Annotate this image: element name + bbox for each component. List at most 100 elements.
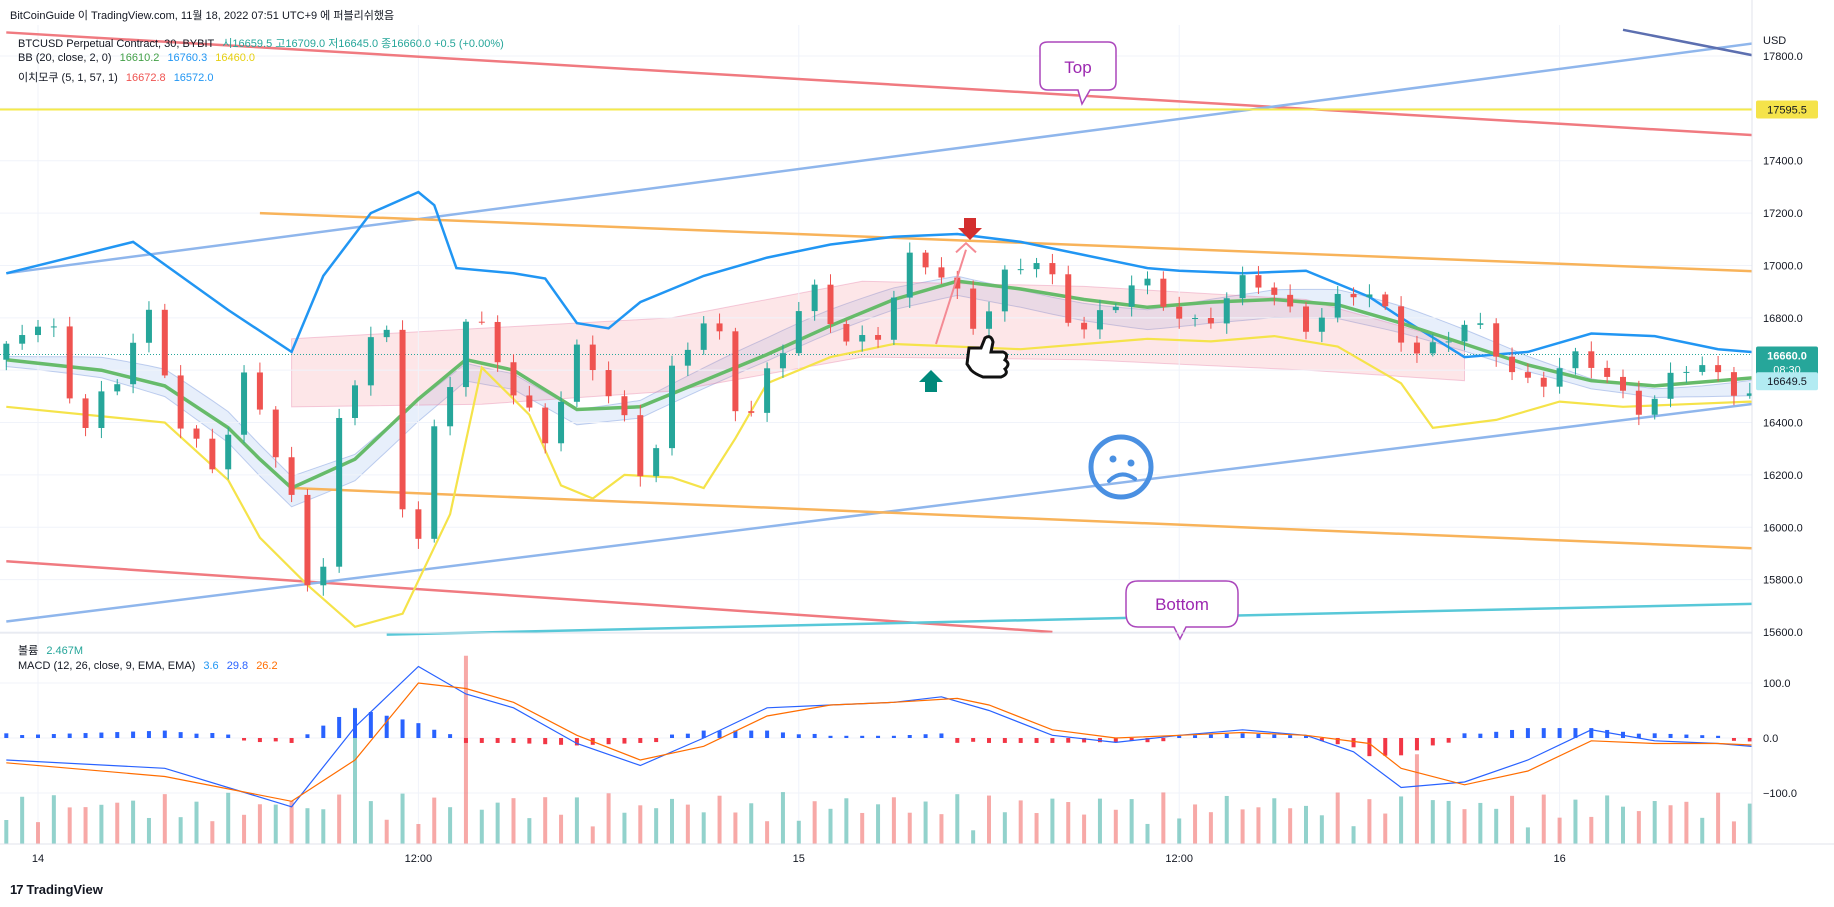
macd-hist-bar: [321, 725, 326, 738]
macd-signal-value: 26.2: [256, 660, 278, 672]
candle-body: [1049, 263, 1056, 275]
ichimoku-legend[interactable]: 이치모쿠 (5, 1, 57, 1) 16672.8 16572.0: [18, 69, 218, 85]
macd-hist-bar: [1351, 738, 1356, 748]
macd-hist-bar: [1240, 733, 1245, 738]
trendline: [259, 211, 1834, 276]
candle-body: [637, 415, 644, 477]
volume-bar: [622, 812, 627, 844]
candle-body: [906, 252, 913, 298]
bb-legend[interactable]: BB (20, close, 2, 0) 16610.2 16760.3 164…: [18, 52, 260, 64]
macd-hist-bar: [1731, 738, 1736, 741]
candle-body: [98, 391, 105, 428]
candle-body: [1588, 351, 1595, 368]
macd-hist-bar: [99, 732, 104, 738]
macd-hist-bar: [1208, 734, 1213, 738]
volume-bar: [1256, 807, 1261, 844]
volume-bar: [1193, 804, 1198, 844]
volume-bar: [1652, 801, 1657, 844]
volume-bar: [907, 812, 912, 844]
macd-hist-bar: [1129, 738, 1134, 741]
candle-body: [1271, 287, 1278, 295]
candle-body: [1509, 356, 1516, 373]
volume-bar: [495, 802, 500, 844]
brand[interactable]: 17 TradingView: [10, 882, 103, 897]
candle-body: [1730, 372, 1737, 396]
volume-bar: [796, 820, 801, 844]
volume-bar: [162, 794, 167, 844]
macd-hist-bar: [1177, 735, 1182, 738]
volume-bar: [939, 814, 944, 844]
candle-body: [748, 411, 755, 413]
candle-body: [130, 342, 137, 385]
time-tick-label: 12:00: [405, 853, 433, 865]
trendline: [291, 486, 1834, 553]
macd-hist-bar: [1684, 734, 1689, 738]
macd-tick-label: 100.0: [1763, 678, 1791, 690]
candle-body: [50, 326, 57, 328]
trendline: [6, 31, 1834, 142]
candle-body: [19, 335, 26, 344]
volume-bar: [733, 812, 738, 844]
buy-arrow-icon: [919, 370, 943, 392]
macd-hist-bar: [146, 731, 151, 738]
macd-hist-bar: [1383, 738, 1388, 756]
macd-legend[interactable]: MACD (12, 26, close, 9, EMA, EMA) 3.6 29…: [18, 660, 283, 672]
macd-hist-bar: [20, 735, 25, 738]
volume-bar: [384, 819, 389, 844]
macd-hist-bar: [955, 738, 960, 743]
macd-hist-bar: [194, 733, 199, 738]
candle-body: [145, 309, 152, 343]
candle-body: [589, 344, 596, 371]
candle-body: [653, 448, 660, 477]
macd-hist-bar: [1304, 735, 1308, 738]
candle-body: [1398, 306, 1405, 343]
price-tick-label: 16200.0: [1763, 470, 1803, 482]
bb-basis-line: [6, 279, 1834, 491]
volume-bar: [1494, 808, 1499, 844]
candle-body: [1017, 269, 1024, 271]
volume-bar: [1097, 798, 1102, 844]
top-callout: [1039, 41, 1117, 106]
macd-hist-bar: [670, 734, 674, 738]
trendline: [6, 31, 1834, 275]
volume-bar: [1383, 813, 1388, 844]
volume-bar: [1636, 811, 1641, 844]
candle-body: [447, 387, 454, 427]
volume-bar: [1446, 800, 1451, 844]
macd-hist-bar: [273, 738, 278, 742]
time-tick-label: 15: [793, 853, 805, 865]
macd-hist-bar: [51, 734, 56, 738]
macd-hist-bar: [907, 735, 912, 738]
macd-hist-bar: [733, 730, 738, 738]
volume-bar: [1747, 803, 1752, 844]
ichimoku-label: 이치모쿠 (5, 1, 57, 1): [18, 72, 118, 84]
macd-hist-bar: [1034, 738, 1039, 743]
macd-hist-bar: [828, 735, 833, 738]
candle-body: [320, 566, 327, 586]
macd-hist-bar: [1145, 738, 1150, 743]
candle-body: [1524, 372, 1531, 378]
macd-hist-bar: [891, 735, 896, 738]
candle-body: [288, 457, 295, 495]
ichimoku-a-value: 16672.8: [125, 72, 166, 84]
sell-arrow-icon: [958, 218, 982, 240]
volume-bar: [1399, 796, 1404, 844]
price-tick-label: 15800.0: [1763, 575, 1803, 587]
volume-bar: [1557, 817, 1562, 844]
symbol-legend[interactable]: BTCUSD Perpetual Contract, 30, BYBIT 시16…: [18, 35, 509, 51]
macd-hist-bar: [416, 723, 421, 738]
volume-legend[interactable]: 볼륨 2.467M: [18, 642, 88, 658]
candle-body: [764, 368, 771, 413]
macd-hist-bar: [1193, 735, 1198, 738]
candle-body: [272, 409, 279, 458]
volume-bar: [606, 793, 611, 844]
annotations: Top Bottom: [919, 41, 1239, 641]
volume-bar: [860, 812, 865, 844]
macd-hist-bar: [511, 738, 516, 743]
macd-hist-bar: [1430, 738, 1435, 746]
publisher-line: BitCoinGuide 이 TradingView.com, 11월 18, …: [10, 10, 395, 22]
candle-body: [1303, 306, 1309, 332]
macd-hist-bar: [527, 738, 532, 744]
macd-tick-label: 0.0: [1763, 733, 1778, 745]
